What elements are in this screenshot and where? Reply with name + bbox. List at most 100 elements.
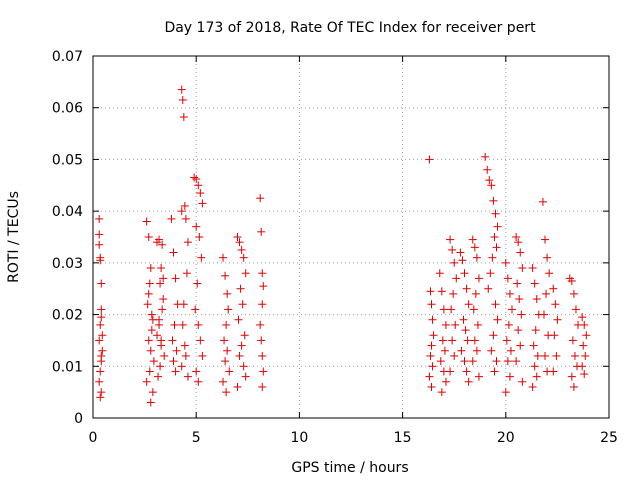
data-point xyxy=(531,280,539,288)
data-point xyxy=(97,352,105,360)
y-tick-label: 0.02 xyxy=(52,308,83,324)
data-point xyxy=(473,254,481,262)
data-point xyxy=(156,362,164,370)
data-point xyxy=(429,316,437,324)
y-tick-label: 0.03 xyxy=(52,256,83,272)
data-point xyxy=(221,357,229,365)
data-point xyxy=(581,352,589,360)
data-point xyxy=(233,383,241,391)
data-point xyxy=(97,305,105,313)
data-point xyxy=(95,215,103,223)
data-point xyxy=(530,342,538,350)
data-point xyxy=(240,254,248,262)
data-point xyxy=(461,269,469,277)
data-point xyxy=(459,316,467,324)
data-point xyxy=(145,290,153,298)
data-point xyxy=(514,326,522,334)
y-tick-label: 0.07 xyxy=(52,49,83,65)
data-point xyxy=(578,313,586,321)
data-point xyxy=(97,388,105,396)
data-point xyxy=(448,246,456,254)
data-point xyxy=(427,383,435,391)
data-point xyxy=(541,236,549,244)
data-point xyxy=(173,347,181,355)
data-point xyxy=(438,287,446,295)
data-point xyxy=(233,233,241,241)
data-point xyxy=(222,388,230,396)
grid-lines xyxy=(93,56,609,418)
data-point xyxy=(518,378,526,386)
data-point xyxy=(484,285,492,293)
data-point xyxy=(98,347,106,355)
data-point xyxy=(146,280,154,288)
data-point xyxy=(502,259,510,267)
data-point xyxy=(508,305,516,313)
data-point xyxy=(219,378,227,386)
data-point xyxy=(549,367,557,375)
x-tick-label: 10 xyxy=(290,430,308,446)
data-point xyxy=(518,264,526,272)
data-point xyxy=(169,249,177,257)
data-point xyxy=(461,357,469,365)
data-point xyxy=(506,373,514,381)
data-point xyxy=(543,254,551,262)
data-point xyxy=(533,295,541,303)
data-point xyxy=(440,305,448,313)
data-point xyxy=(169,357,177,365)
data-point xyxy=(427,300,435,308)
data-point xyxy=(425,373,433,381)
data-point xyxy=(491,300,499,308)
data-point xyxy=(237,285,245,293)
data-point xyxy=(238,246,246,254)
data-point xyxy=(545,269,553,277)
data-point xyxy=(224,305,232,313)
data-point xyxy=(552,352,560,360)
data-point xyxy=(451,321,459,329)
data-point xyxy=(582,331,590,339)
data-point xyxy=(486,269,494,277)
data-point xyxy=(456,249,464,257)
x-tick-label: 25 xyxy=(600,430,618,446)
roti-scatter-chart: Day 173 of 2018, Rate Of TEC Index for r… xyxy=(0,0,640,480)
data-point xyxy=(258,383,266,391)
data-point xyxy=(450,259,458,267)
data-point xyxy=(438,388,446,396)
data-point xyxy=(473,347,481,355)
data-point xyxy=(143,378,151,386)
data-point xyxy=(171,321,179,329)
data-point xyxy=(153,331,161,339)
data-point xyxy=(449,290,457,298)
data-point xyxy=(192,223,200,231)
data-point xyxy=(549,285,557,293)
data-point xyxy=(493,243,501,251)
data-point xyxy=(516,249,524,257)
data-point xyxy=(463,285,471,293)
data-point xyxy=(172,367,180,375)
data-point xyxy=(157,264,165,272)
data-point xyxy=(483,166,491,174)
data-point xyxy=(462,326,470,334)
data-point xyxy=(447,305,455,313)
data-point xyxy=(178,362,186,370)
data-point xyxy=(502,388,510,396)
data-point xyxy=(258,300,266,308)
data-point xyxy=(507,347,515,355)
data-point xyxy=(429,362,437,370)
data-point xyxy=(426,352,434,360)
data-point xyxy=(222,321,230,329)
y-tick-label: 0 xyxy=(74,411,83,427)
data-point xyxy=(160,352,168,360)
data-point xyxy=(159,295,167,303)
data-point xyxy=(194,321,202,329)
data-point xyxy=(439,336,447,344)
data-point xyxy=(196,336,204,344)
y-tick-label: 0.05 xyxy=(52,152,83,168)
data-point xyxy=(441,347,449,355)
data-point xyxy=(580,370,588,378)
data-point xyxy=(179,321,187,329)
data-point xyxy=(569,336,577,344)
data-point xyxy=(191,305,199,313)
data-point xyxy=(464,336,472,344)
data-point xyxy=(494,223,502,231)
data-point xyxy=(184,238,192,246)
